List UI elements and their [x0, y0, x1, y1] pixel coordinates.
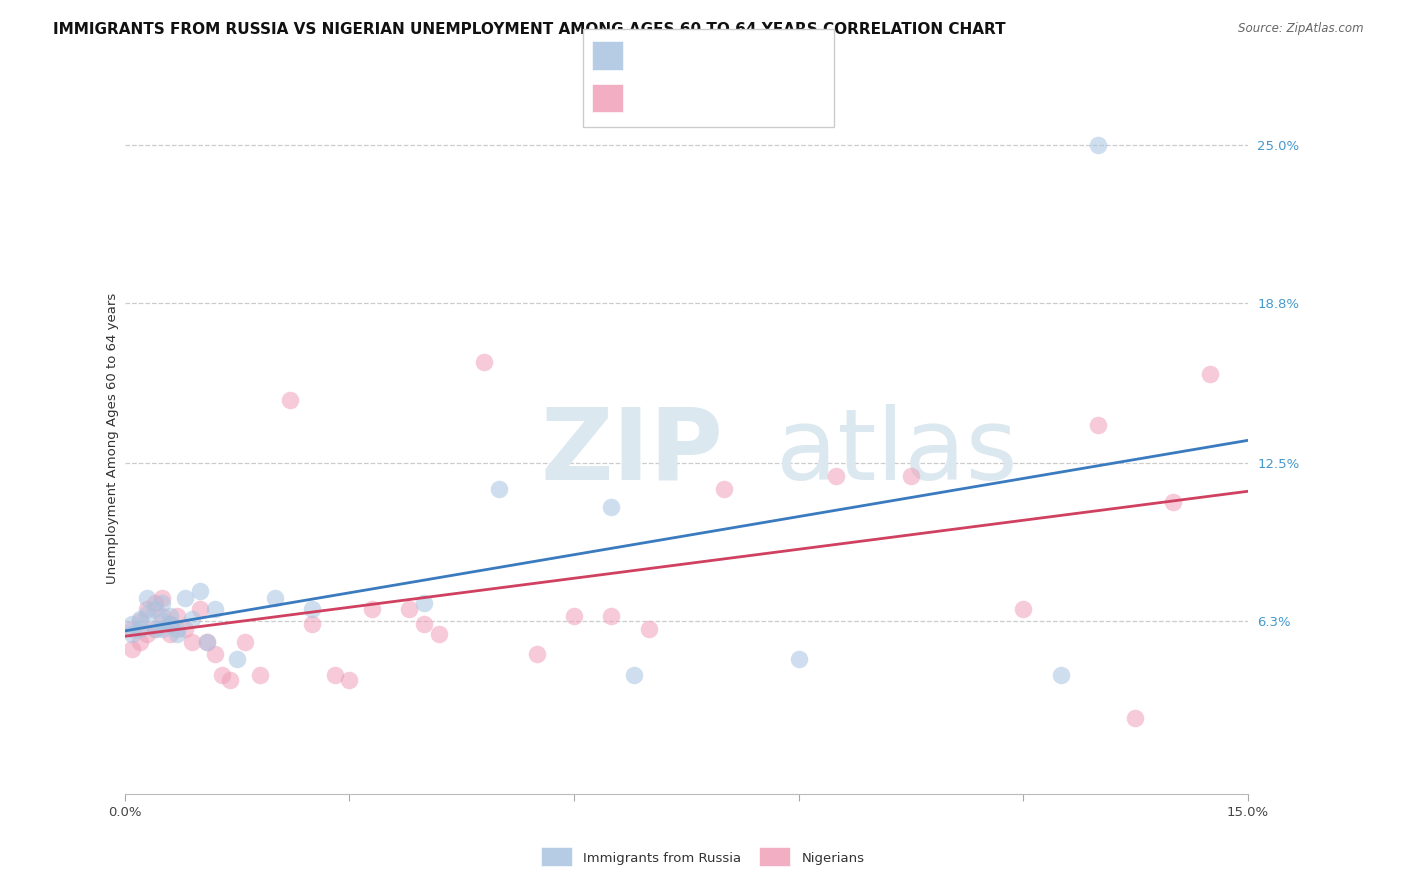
Point: [398, 601, 420, 615]
Point: [129, 634, 152, 648]
Text: 0.057: 0.057: [673, 48, 718, 63]
Point: [188, 583, 211, 598]
Point: [129, 614, 152, 628]
Point: [159, 627, 181, 641]
Point: [143, 622, 166, 636]
Point: [211, 667, 233, 681]
Point: [488, 482, 510, 496]
Text: atlas: atlas: [776, 404, 1018, 500]
Point: [188, 601, 211, 615]
Point: [150, 609, 173, 624]
Point: [121, 622, 143, 636]
Point: [413, 616, 436, 631]
Point: [204, 648, 226, 662]
Text: 30: 30: [786, 48, 808, 63]
Text: IMMIGRANTS FROM RUSSIA VS NIGERIAN UNEMPLOYMENT AMONG AGES 60 TO 64 YEARS CORREL: IMMIGRANTS FROM RUSSIA VS NIGERIAN UNEMP…: [53, 22, 1007, 37]
Point: [143, 622, 166, 636]
Point: [600, 609, 623, 624]
Point: [427, 627, 450, 641]
Point: [204, 601, 226, 615]
Point: [787, 652, 810, 666]
Point: [195, 634, 218, 648]
Point: [623, 667, 645, 681]
Point: [1049, 667, 1071, 681]
Point: [339, 673, 361, 687]
Point: [1087, 418, 1109, 433]
Point: [121, 616, 143, 631]
Text: Source: ZipAtlas.com: Source: ZipAtlas.com: [1239, 22, 1364, 36]
Point: [278, 392, 301, 407]
Point: [181, 612, 204, 626]
Point: [600, 500, 623, 514]
Text: Immigrants from Russia: Immigrants from Russia: [583, 852, 741, 865]
Point: [129, 622, 152, 636]
Point: [472, 355, 495, 369]
Point: [129, 612, 152, 626]
Text: N =: N =: [744, 91, 780, 106]
Point: [136, 627, 159, 641]
Text: ZIP: ZIP: [540, 404, 723, 500]
Point: [1125, 711, 1147, 725]
Point: [121, 642, 143, 657]
Point: [136, 607, 159, 621]
Point: [1161, 494, 1184, 508]
Point: [1087, 138, 1109, 153]
Point: [159, 609, 181, 624]
Point: [166, 627, 188, 641]
Point: [150, 591, 173, 606]
Point: [195, 634, 218, 648]
Point: [713, 482, 735, 496]
Point: [263, 591, 285, 606]
Text: N =: N =: [744, 48, 780, 63]
Point: [233, 634, 256, 648]
Point: [143, 596, 166, 610]
Y-axis label: Unemployment Among Ages 60 to 64 years: Unemployment Among Ages 60 to 64 years: [107, 293, 120, 583]
Point: [301, 601, 323, 615]
Text: Nigerians: Nigerians: [801, 852, 865, 865]
Point: [1012, 601, 1035, 615]
Text: R =: R =: [631, 48, 666, 63]
Point: [637, 622, 659, 636]
Point: [181, 634, 204, 648]
Point: [143, 601, 166, 615]
Point: [150, 614, 173, 628]
Text: 43: 43: [786, 91, 808, 106]
Point: [136, 591, 159, 606]
Point: [173, 591, 195, 606]
Point: [136, 601, 159, 615]
Point: [562, 609, 585, 624]
Point: [900, 469, 922, 483]
Point: [413, 596, 436, 610]
Point: [526, 648, 548, 662]
Point: [150, 596, 173, 610]
Point: [159, 616, 181, 631]
Point: [323, 667, 346, 681]
Point: [1199, 368, 1222, 382]
Point: [159, 616, 181, 631]
Point: [226, 652, 249, 666]
Point: [825, 469, 848, 483]
Point: [218, 673, 240, 687]
Point: [249, 667, 271, 681]
Point: [150, 622, 173, 636]
Text: 0.525: 0.525: [673, 91, 718, 106]
Point: [361, 601, 384, 615]
Point: [173, 622, 195, 636]
Text: R =: R =: [631, 91, 666, 106]
Point: [121, 627, 143, 641]
Point: [166, 622, 188, 636]
Point: [166, 609, 188, 624]
Point: [301, 616, 323, 631]
